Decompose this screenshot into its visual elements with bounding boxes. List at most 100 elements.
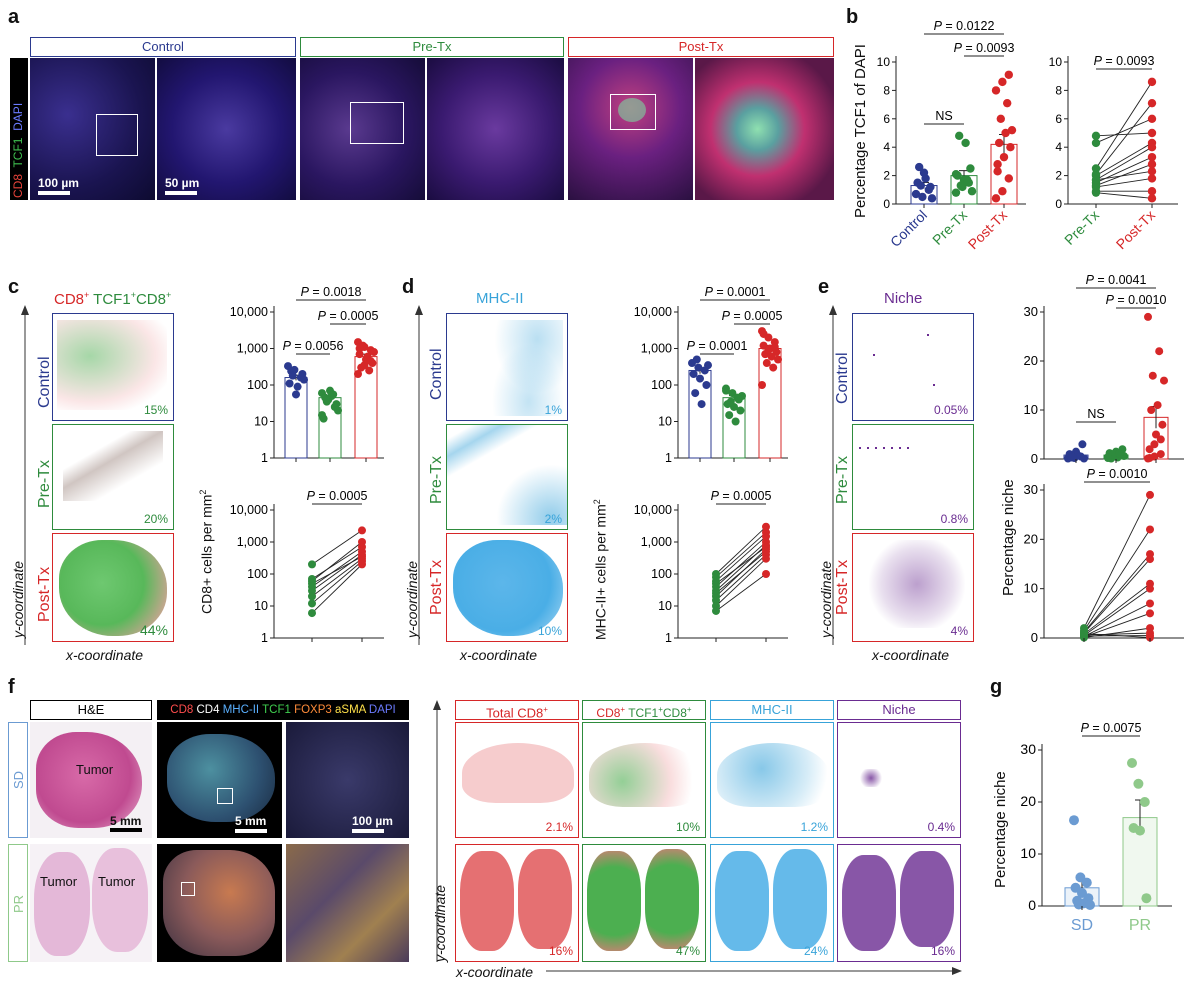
data-point [726, 397, 735, 406]
x-category-label: Post-Tx [1113, 207, 1158, 252]
y-tick-label: 10 [658, 599, 672, 613]
f-y-arrow [433, 700, 441, 962]
data-point [1146, 609, 1154, 618]
data-point [1003, 98, 1012, 108]
c-map-posttx: 44% [52, 533, 174, 642]
f-map-cells [587, 851, 641, 951]
f-row-pr-box: PR [8, 844, 28, 962]
y-tick-label: 1 [261, 631, 268, 645]
pair-line [311, 541, 363, 582]
y-tick-label: 100 [651, 378, 672, 392]
c-title: CD8+ TCF1+CD8+ [54, 290, 172, 308]
a-image-pretx-overview [300, 58, 425, 200]
c-map-cells [63, 431, 163, 501]
data-point [1147, 194, 1157, 203]
data-point [762, 570, 770, 578]
pair-line [1083, 529, 1151, 631]
data-point [692, 355, 701, 364]
y-tick-label: 10 [1024, 402, 1038, 417]
panel-letter-b: b [846, 6, 859, 28]
y-tick-label: 1 [261, 451, 268, 465]
data-point [1147, 167, 1157, 176]
y-tick-label: 4 [1055, 140, 1062, 154]
d-map-pretx: 2% [446, 424, 568, 530]
data-point [712, 606, 720, 615]
data-point [1146, 584, 1154, 593]
f-tumor-label: Tumor [98, 874, 136, 889]
f-map-cells [589, 743, 701, 807]
f-tissue [167, 734, 275, 822]
data-point [915, 162, 924, 172]
c-pct-control: 15% [143, 403, 168, 417]
d-pval-pre-post-label: P = 0.0005 [722, 309, 783, 323]
panel-letter-a: a [8, 6, 20, 28]
f-map-pr-niche: 16% [837, 844, 961, 962]
y-tick-label: 8 [883, 83, 890, 97]
data-point [1091, 138, 1101, 148]
pair-line [311, 564, 363, 614]
pair-line [311, 551, 363, 588]
d-pct-control: 1% [544, 403, 562, 417]
y-tick-label: 8 [1055, 83, 1062, 97]
a-inset-box [350, 102, 404, 144]
f-x-arrow [546, 967, 962, 975]
data-point [1147, 77, 1157, 87]
f-pct: 24% [803, 944, 828, 958]
pair-line [1095, 177, 1153, 188]
d-pct-pretx: 2% [544, 512, 562, 526]
data-point [1147, 114, 1157, 124]
e-bottom-chart: 0 10 20 30 P = 0.0010 [1024, 467, 1184, 645]
pair-line [311, 554, 363, 592]
data-point [358, 560, 366, 569]
pair-line [1095, 102, 1153, 175]
b-pval-paired-label: P = 0.0093 [1094, 54, 1155, 68]
a-channel-legend: CD8 TCF1 DAPI [10, 58, 28, 200]
f-mif-zoom-pr [286, 844, 409, 962]
y-tick-label: 20 [1024, 353, 1038, 368]
data-point [725, 411, 734, 420]
data-point [1080, 454, 1088, 463]
pair-line [715, 573, 767, 612]
f-row-sd-box: SD [8, 722, 28, 838]
data-point [1146, 633, 1154, 642]
y-tick-label: 1 [665, 631, 672, 645]
pair-line [1095, 132, 1153, 137]
f-map-cells [858, 769, 884, 787]
f-pct: 10% [675, 820, 700, 834]
data-point [1004, 174, 1013, 183]
c-map-cells [57, 320, 167, 410]
pair-line [1083, 558, 1151, 634]
pair-line [715, 551, 767, 594]
data-point [360, 361, 369, 370]
data-point [1153, 401, 1162, 410]
y-tick-label: 10,000 [230, 305, 268, 319]
data-point [334, 406, 342, 415]
f-map-cells [462, 743, 574, 803]
panel-letter-f: f [8, 676, 15, 698]
y-tick-label: 6 [883, 112, 890, 126]
y-tick-label: 10 [254, 599, 268, 613]
a-scalebar-50um: 50 µm [165, 176, 199, 195]
data-point [293, 382, 302, 391]
data-point [308, 586, 316, 595]
data-point [1156, 435, 1165, 444]
f-tissue [36, 732, 142, 828]
x-category-label: Pre-Tx [929, 207, 970, 248]
y-tick-label: 10 [1024, 581, 1038, 596]
f-mif-header: CD8 CD4 MHC-II TCF1 FOXP3 aSMA DAPI [157, 700, 409, 720]
data-point [696, 374, 704, 383]
b-pval-pre-post-label: P = 0.0093 [954, 41, 1015, 55]
e-pval-paired-label: P = 0.0010 [1087, 467, 1148, 481]
a-header-control: Control [30, 37, 296, 57]
d-map-cells [453, 540, 563, 636]
c-map-cells [59, 540, 167, 636]
data-point [370, 348, 378, 357]
data-point [1115, 449, 1124, 458]
d-pval-ctrl-post-label: P = 0.0001 [705, 285, 766, 299]
d-row-control: Control [428, 348, 445, 400]
data-point [966, 164, 975, 173]
data-point [689, 370, 698, 379]
data-point [956, 181, 965, 190]
pair-line [715, 536, 767, 582]
